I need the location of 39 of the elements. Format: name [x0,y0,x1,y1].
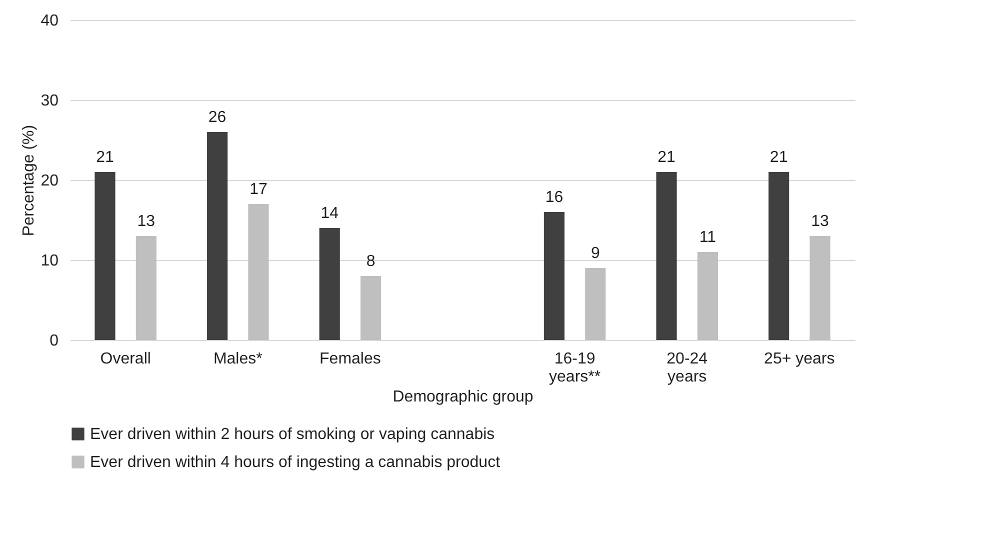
data-label: 16 [545,189,564,206]
x-tick-label: 16-19 years** [549,350,601,386]
x-tick-label: Males* [213,350,262,368]
data-label: 13 [137,213,156,230]
bar [94,172,116,340]
x-tick-label: 25+ years [764,350,835,368]
y-axis-title: Percentage (%) [20,124,38,236]
legend-label: Ever driven within 4 hours of ingesting a cannabis product [90,454,501,471]
data-label: 26 [208,109,226,126]
bar [248,204,269,340]
y-tick-label: 30 [40,92,59,110]
x-axis-title: Demographic group [392,388,534,406]
y-tick-label: 10 [40,252,59,270]
bar [656,172,677,340]
data-label: 21 [770,149,788,166]
bar [207,132,228,340]
bar [136,236,156,340]
x-tick-label: Overall [100,350,151,368]
data-label: 14 [320,205,339,222]
y-tick-label: 20 [40,172,59,190]
y-tick-label: 40 [40,12,59,30]
data-label: 8 [366,253,376,270]
data-label: 21 [96,149,114,166]
bar [319,228,340,340]
data-label: 9 [590,245,600,262]
legend-label: Ever driven within 2 hours of smoking or vaping cannabis [90,426,495,443]
x-tick-label: Females [320,350,381,368]
y-tick-label: 0 [50,332,59,350]
data-label: 17 [250,181,268,198]
bar [544,212,565,340]
data-label: 13 [811,213,829,230]
bar [697,252,718,340]
data-label: 11 [699,229,716,246]
data-label: 21 [658,149,676,166]
bar [360,276,382,340]
x-tick-label: 20-24 years [666,350,708,386]
bar [585,268,606,340]
bar [768,172,790,340]
bar [810,236,830,340]
